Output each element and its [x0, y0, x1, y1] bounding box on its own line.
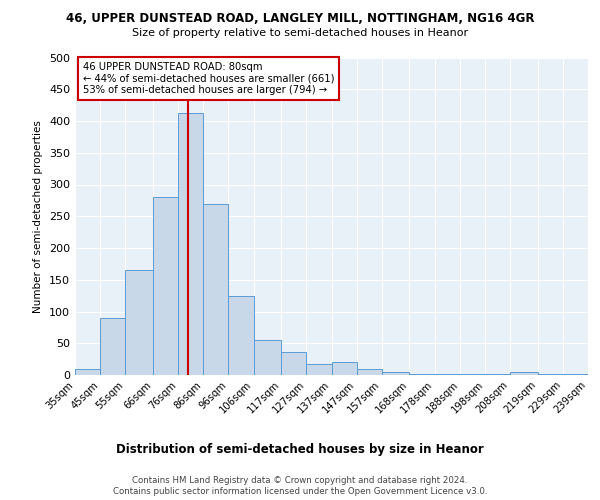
Bar	[153, 197, 178, 375]
Text: Distribution of semi-detached houses by size in Heanor: Distribution of semi-detached houses by …	[116, 442, 484, 456]
Bar	[203, 204, 229, 375]
Bar	[307, 364, 331, 375]
Bar	[434, 374, 460, 375]
Text: Contains public sector information licensed under the Open Government Licence v3: Contains public sector information licen…	[113, 487, 487, 496]
Bar	[563, 374, 588, 375]
Text: 46 UPPER DUNSTEAD ROAD: 80sqm
← 44% of semi-detached houses are smaller (661)
53: 46 UPPER DUNSTEAD ROAD: 80sqm ← 44% of s…	[83, 62, 334, 96]
Y-axis label: Number of semi-detached properties: Number of semi-detached properties	[34, 120, 43, 312]
Bar	[281, 352, 307, 375]
Bar	[100, 318, 125, 375]
Bar	[75, 368, 100, 375]
Text: Contains HM Land Registry data © Crown copyright and database right 2024.: Contains HM Land Registry data © Crown c…	[132, 476, 468, 485]
Text: 46, UPPER DUNSTEAD ROAD, LANGLEY MILL, NOTTINGHAM, NG16 4GR: 46, UPPER DUNSTEAD ROAD, LANGLEY MILL, N…	[66, 12, 534, 25]
Bar	[510, 372, 538, 375]
Text: Size of property relative to semi-detached houses in Heanor: Size of property relative to semi-detach…	[132, 28, 468, 38]
Bar	[331, 362, 356, 375]
Bar	[460, 374, 485, 375]
Bar	[178, 112, 203, 375]
Bar	[229, 296, 254, 375]
Bar	[588, 374, 600, 375]
Bar	[356, 368, 382, 375]
Bar	[254, 340, 281, 375]
Bar	[125, 270, 153, 375]
Bar	[538, 374, 563, 375]
Bar	[485, 374, 510, 375]
Bar	[382, 372, 409, 375]
Bar	[409, 374, 434, 375]
